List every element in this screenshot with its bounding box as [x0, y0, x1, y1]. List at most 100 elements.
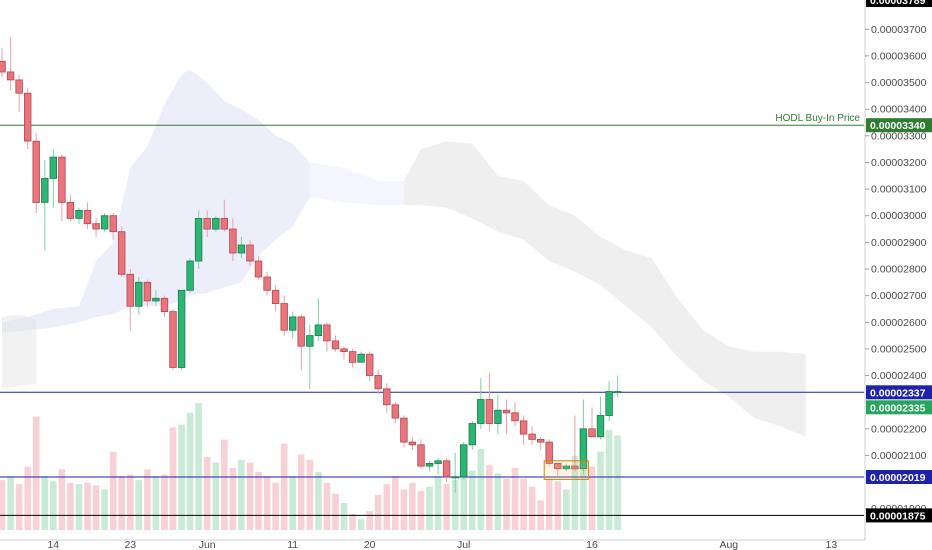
candle-body [537, 438, 545, 443]
volume-bar [340, 503, 348, 530]
date-tick-label: 14 [47, 539, 59, 550]
line-price-badge-1: 0.00002337 [870, 387, 926, 399]
last-price-badge: 0.00002335 [870, 402, 926, 414]
candle-body [186, 260, 194, 291]
line-price-badge-2: 0.00002019 [870, 472, 926, 484]
price-axis: 0.00003700 0.00003600 0.00003500 0.00003400… [864, 0, 932, 550]
candle-body [391, 404, 399, 419]
highlight-box [543, 460, 589, 480]
volume-bar [434, 476, 442, 530]
date-tick-label: Aug [719, 539, 738, 550]
price-tick-label: 0.00002900 [871, 237, 927, 249]
volume-bar [400, 489, 408, 530]
line-price-badge-1-bg [866, 385, 932, 400]
volume-bar [563, 489, 570, 530]
volume-bar [41, 476, 49, 530]
volume-bar [289, 476, 296, 530]
volume-bar [383, 484, 391, 530]
volume-bar [272, 482, 279, 531]
candle-body [246, 244, 254, 262]
volume-bar [144, 469, 151, 531]
volume-bar [486, 465, 493, 530]
candle-body [468, 423, 476, 446]
candle-body [314, 324, 323, 336]
candle-body [588, 428, 596, 438]
last-price-badge-bg [866, 400, 932, 415]
volume-bar [520, 478, 527, 530]
volume-bar [161, 474, 168, 530]
volume-bar [152, 476, 160, 530]
volume-bar [323, 482, 331, 531]
price-tick-label: 0.00003700 [871, 24, 927, 36]
candle-body [383, 388, 391, 406]
volume-bar [0, 480, 6, 531]
candle-body [442, 460, 451, 478]
volume-bar [118, 476, 125, 530]
volume-bar [426, 486, 433, 530]
price-tick-label: 0.00003600 [871, 50, 927, 62]
date-tick-label: 11 [287, 539, 298, 550]
candle-body [357, 353, 365, 363]
date-tick-label: 13 [826, 539, 838, 550]
candle-body [220, 217, 228, 230]
volume-bar [409, 482, 416, 531]
candle-body [203, 217, 211, 230]
candle-body [425, 462, 434, 467]
price-tick-label: 0.00002500 [871, 343, 927, 355]
candle-body [0, 60, 6, 73]
candle-body [477, 399, 485, 424]
price-tick-label: 0.00003500 [871, 77, 927, 89]
volume-bar [443, 484, 450, 530]
candle-body [143, 281, 152, 302]
candle-body [23, 92, 32, 142]
volume-bar [263, 476, 271, 530]
candle-body [66, 201, 75, 219]
price-tick-label: 0.00002600 [871, 317, 927, 329]
candle-body [596, 415, 605, 438]
volume-bar [374, 494, 382, 530]
candle-body [83, 209, 92, 225]
date-tick-label: Jun [199, 539, 216, 550]
candle-body [340, 348, 348, 352]
candle-body [237, 244, 246, 254]
candle-body [502, 409, 511, 414]
candles [0, 37, 622, 493]
volume-bar [580, 432, 587, 530]
volume-bar [127, 474, 134, 530]
volume-bar [460, 455, 467, 531]
volume-bar [494, 473, 502, 530]
candle-body [152, 297, 160, 302]
candle-body [212, 217, 220, 230]
volume-bar [477, 449, 485, 530]
candle-body [434, 460, 442, 464]
price-tick-label: 0.00002100 [871, 450, 927, 462]
volume-bar [297, 454, 305, 530]
volume-bar [366, 511, 373, 530]
cloud-segment-0 [2, 69, 310, 333]
volume-bar [332, 493, 339, 531]
candle-body [417, 444, 425, 467]
candle-body [280, 303, 288, 331]
price-tick-label: 0.00002200 [871, 423, 927, 435]
volume-bar [417, 490, 425, 530]
volume-bar [503, 478, 510, 530]
candle-body [365, 353, 374, 376]
candle-body [58, 156, 66, 203]
candle-body [32, 140, 40, 203]
volume-bar [605, 430, 613, 530]
candle-body [348, 351, 357, 363]
top-price-badge: 0.00003789 [870, 0, 926, 7]
date-tick-label: 16 [586, 539, 598, 550]
candle-body [545, 441, 553, 464]
line-price-badge-0: 0.00003340 [870, 120, 926, 132]
candle-body [263, 276, 271, 291]
volume-bar [545, 478, 553, 530]
volume-bar [169, 427, 177, 530]
volume-bar [357, 519, 365, 530]
candle-body [485, 399, 494, 424]
volume-bar [75, 484, 83, 530]
candle-body [194, 217, 203, 262]
price-tick-label: 0.00002700 [871, 290, 927, 302]
